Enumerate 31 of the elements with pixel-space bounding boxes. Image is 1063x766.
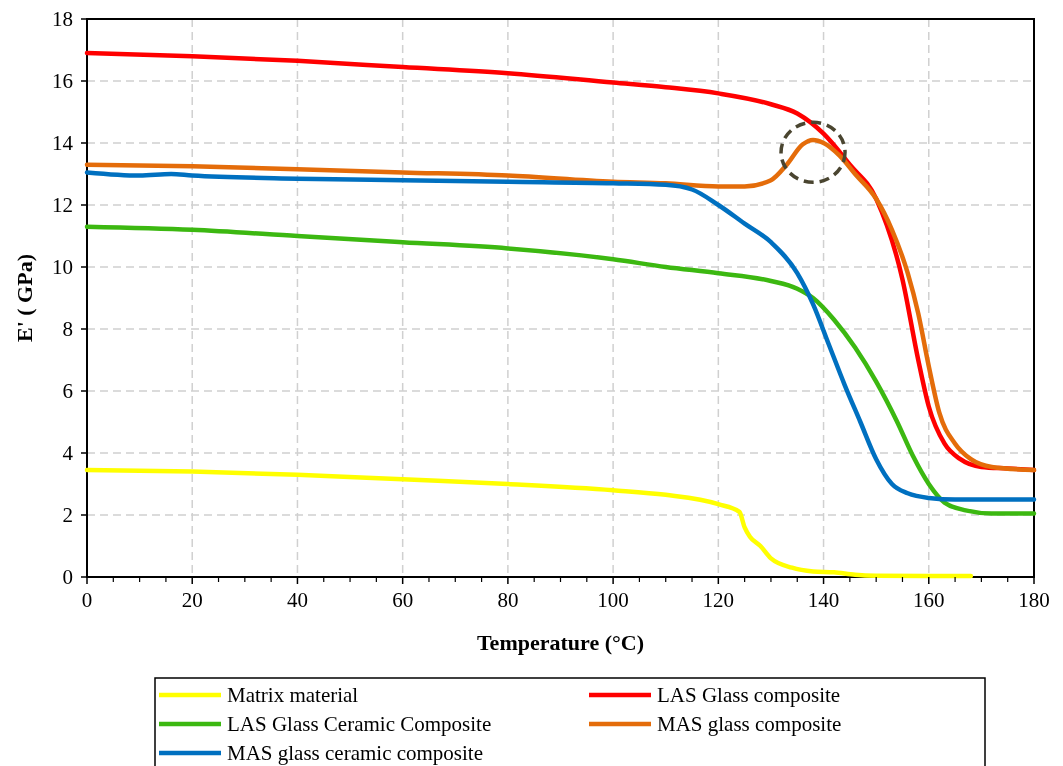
line-series: [84, 170, 1037, 502]
legend-label: LAS Glass composite: [657, 683, 841, 707]
legend-label: MAS glass composite: [657, 712, 842, 736]
y-tick-label: 0: [62, 565, 73, 589]
x-tick-label: 140: [807, 588, 840, 612]
line-series: [84, 137, 1037, 473]
y-tick-label: 12: [52, 193, 73, 217]
x-tick-label: 120: [702, 588, 735, 612]
y-tick-label: 16: [52, 69, 73, 93]
x-tick-label: 160: [913, 588, 945, 612]
x-tick-label: 60: [392, 588, 414, 612]
y-tick-label: 8: [62, 317, 73, 341]
legend-label: Matrix material: [227, 683, 359, 707]
x-tick-label: 40: [286, 588, 308, 612]
y-axis-title: E' ( GPa): [12, 254, 37, 342]
y-tick-label: 2: [62, 503, 73, 527]
y-tick-label: 6: [62, 379, 73, 403]
legend-label: LAS Glass Ceramic Composite: [227, 712, 492, 736]
x-tick-label: 100: [597, 588, 629, 612]
x-tick-label: 180: [1018, 588, 1050, 612]
y-tick-label: 10: [52, 255, 73, 279]
y-tick-label: 14: [52, 131, 74, 155]
y-tick-label: 18: [52, 7, 73, 31]
x-tick-label: 80: [497, 588, 519, 612]
x-tick-label: 20: [181, 588, 203, 612]
line-series: [84, 467, 974, 579]
x-tick-label: 0: [81, 588, 93, 612]
y-tick-label: 4: [62, 441, 74, 465]
legend-label: MAS glass ceramic composite: [227, 741, 484, 765]
line-series: [84, 224, 1037, 516]
x-axis-title: Temperature (°C): [476, 630, 645, 655]
